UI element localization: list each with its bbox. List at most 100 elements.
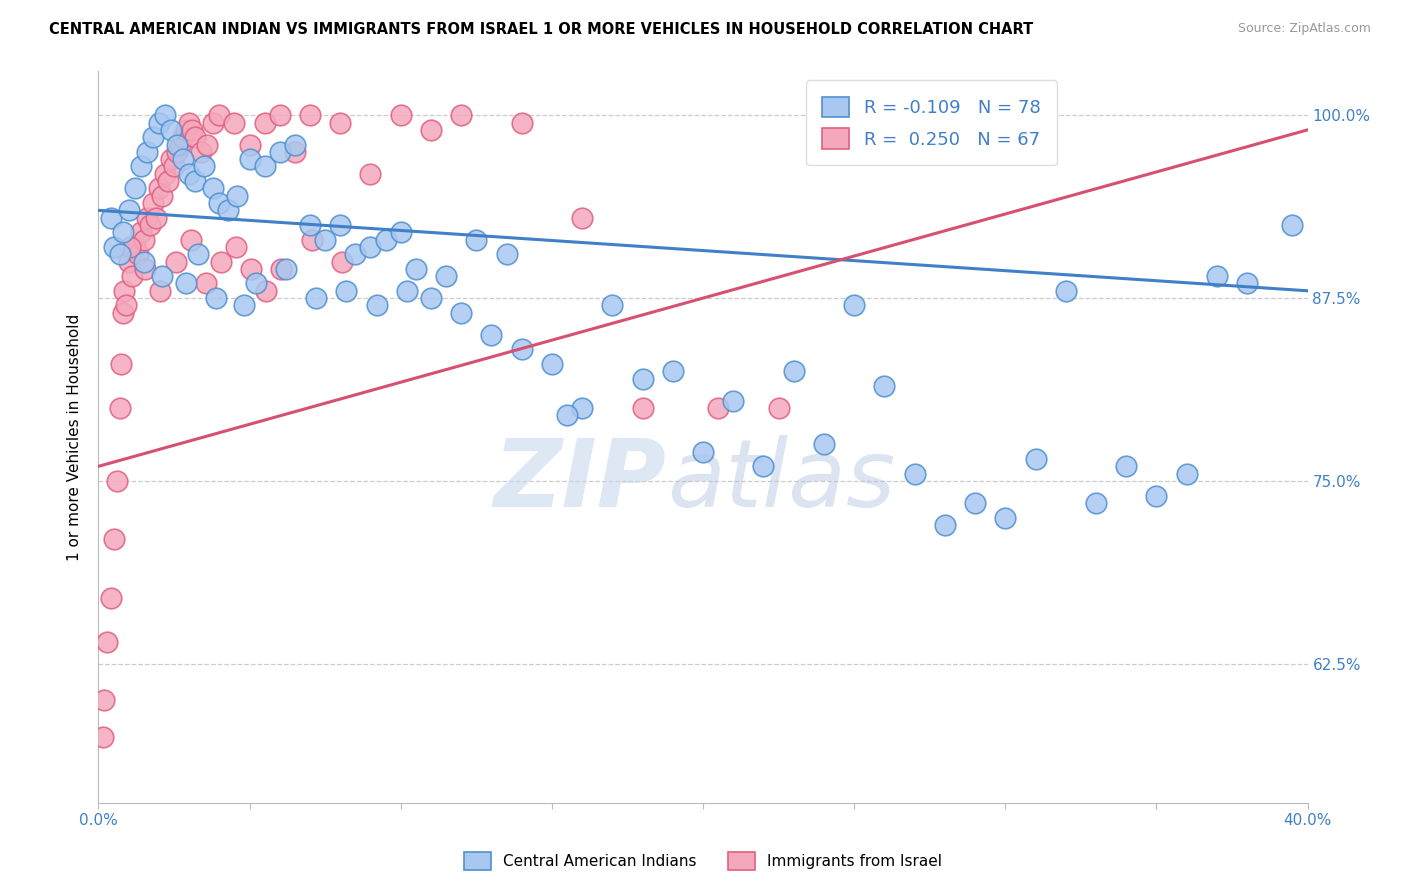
Point [1175, 467, 1198, 481]
Point [934, 517, 956, 532]
Point [1236, 277, 1258, 291]
Point [269, 145, 291, 159]
Point [202, 181, 225, 195]
Point [100, 591, 122, 605]
Point [124, 181, 146, 195]
Point [166, 145, 188, 159]
Point [202, 115, 225, 129]
Point [602, 298, 624, 312]
Point [103, 533, 125, 547]
Point [1115, 459, 1137, 474]
Point [217, 203, 239, 218]
Point [360, 167, 382, 181]
Point [208, 108, 231, 122]
Point [495, 247, 517, 261]
Point [142, 196, 165, 211]
Point [631, 401, 654, 415]
Point [904, 467, 927, 481]
Point [965, 496, 987, 510]
Point [752, 459, 775, 474]
Point [813, 437, 835, 451]
Point [124, 240, 146, 254]
Point [111, 306, 134, 320]
Point [405, 261, 427, 276]
Text: Source: ZipAtlas.com: Source: ZipAtlas.com [1237, 22, 1371, 36]
Point [160, 152, 183, 166]
Point [169, 137, 191, 152]
Point [148, 115, 170, 129]
Point [299, 218, 322, 232]
Point [108, 401, 131, 415]
Point [134, 261, 156, 276]
Point [195, 137, 218, 152]
Point [360, 240, 382, 254]
Point [465, 233, 488, 247]
Point [163, 160, 186, 174]
Point [305, 291, 328, 305]
Point [239, 152, 262, 166]
Point [111, 225, 134, 239]
Point [153, 167, 176, 181]
Point [187, 247, 209, 261]
Point [768, 401, 790, 415]
Point [269, 108, 291, 122]
Point [103, 240, 125, 254]
Point [148, 181, 170, 195]
Point [374, 233, 396, 247]
Point [232, 298, 254, 312]
Point [145, 211, 167, 225]
Point [120, 240, 142, 254]
Text: ZIP: ZIP [494, 435, 666, 527]
Point [166, 137, 188, 152]
Point [1024, 452, 1046, 467]
Point [149, 284, 172, 298]
Point [299, 108, 322, 122]
Point [105, 474, 128, 488]
Point [395, 284, 418, 298]
Point [245, 277, 267, 291]
Point [344, 247, 367, 261]
Point [510, 343, 533, 357]
Point [91, 730, 114, 744]
Point [135, 145, 157, 159]
Point [121, 269, 143, 284]
Point [270, 261, 292, 276]
Point [284, 145, 307, 159]
Point [1146, 489, 1168, 503]
Point [226, 188, 249, 202]
Point [165, 254, 187, 268]
Point [274, 261, 297, 276]
Point [420, 123, 443, 137]
Point [389, 108, 412, 122]
Point [284, 137, 307, 152]
Point [96, 635, 118, 649]
Point [172, 130, 194, 145]
Point [132, 233, 155, 247]
Point [253, 115, 276, 129]
Point [1281, 218, 1303, 232]
Point [723, 393, 745, 408]
Point [150, 269, 173, 284]
Point [224, 115, 246, 129]
Point [240, 261, 263, 276]
Point [172, 152, 194, 166]
Point [179, 115, 201, 129]
Point [1085, 496, 1108, 510]
Point [661, 364, 683, 378]
Point [153, 108, 176, 122]
Point [156, 174, 179, 188]
Point [112, 284, 135, 298]
Point [844, 298, 866, 312]
Point [174, 123, 197, 137]
Point [707, 401, 730, 415]
Point [225, 240, 247, 254]
Point [179, 167, 201, 181]
Point [110, 357, 132, 371]
Point [329, 115, 352, 129]
Point [434, 269, 457, 284]
Point [239, 137, 262, 152]
Point [118, 203, 141, 218]
Point [329, 218, 352, 232]
Point [450, 108, 472, 122]
Point [510, 115, 533, 129]
